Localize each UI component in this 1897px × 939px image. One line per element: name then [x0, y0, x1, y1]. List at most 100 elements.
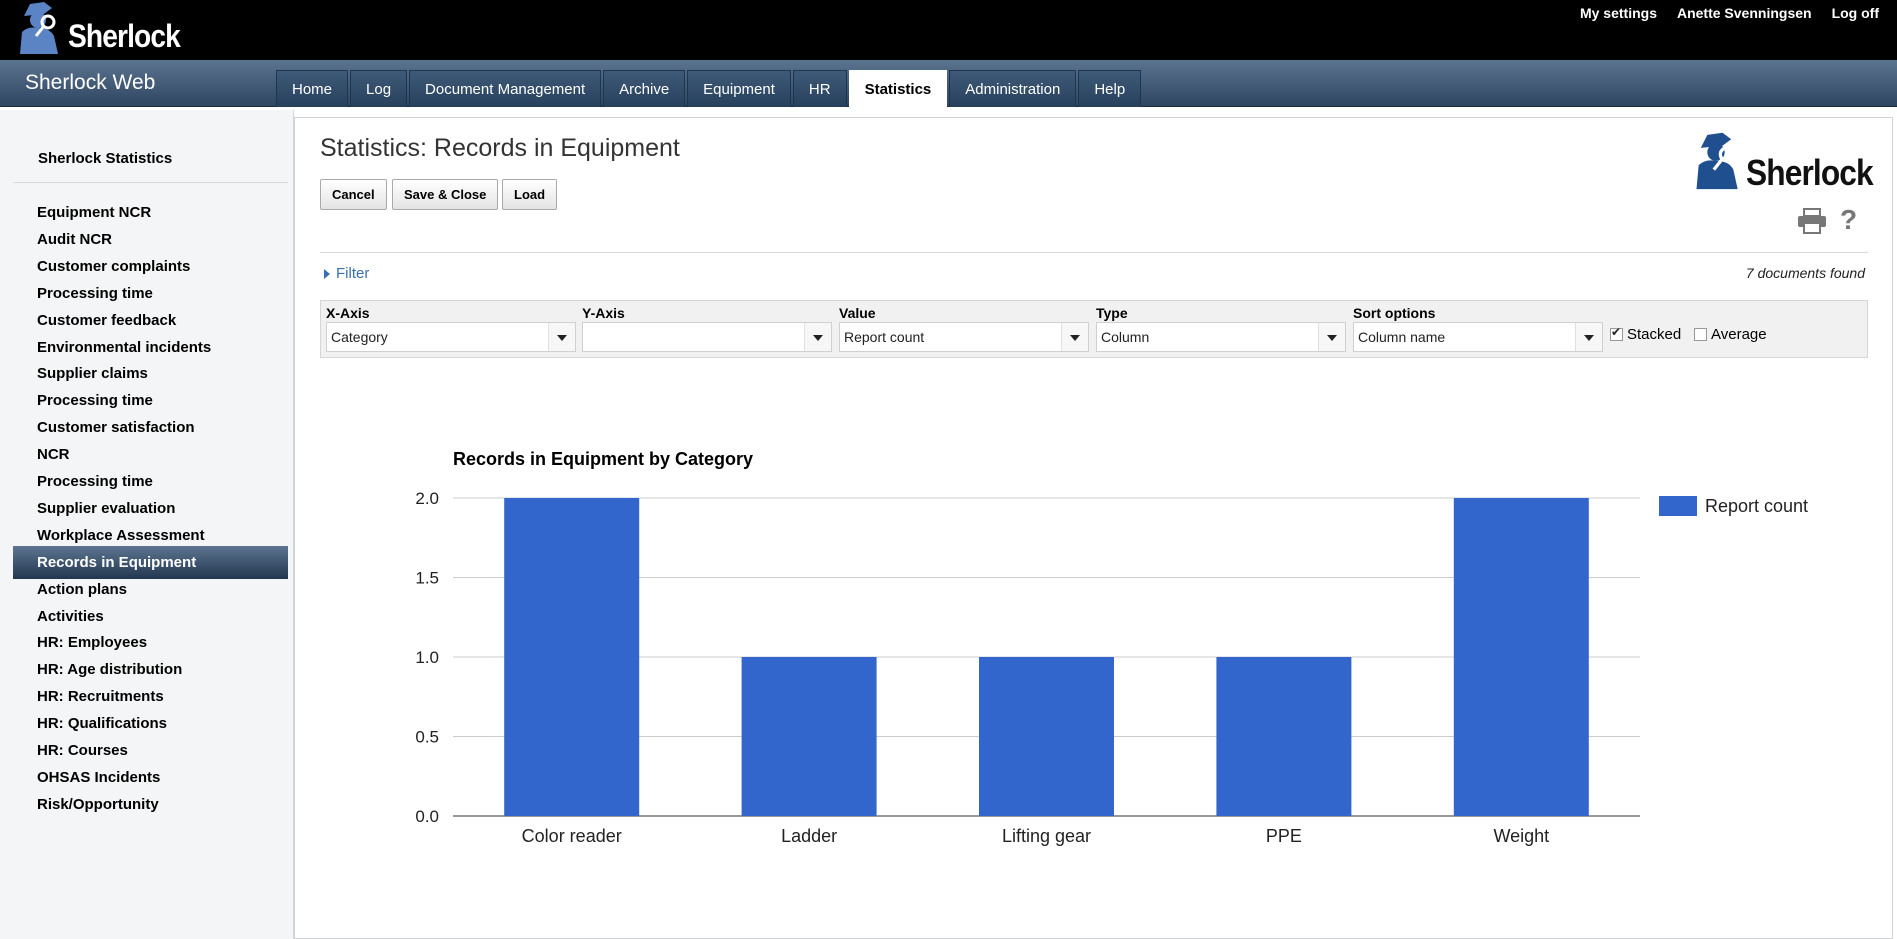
- main-panel: Statistics: Records in Equipment Cancel …: [294, 117, 1893, 939]
- type-value: Column: [1101, 329, 1150, 345]
- x-tick-label: PPE: [1266, 826, 1302, 846]
- brand-logo[interactable]: Sherlock: [14, 2, 184, 58]
- tab-administration[interactable]: Administration: [949, 70, 1077, 107]
- app-title: Sherlock Web: [25, 71, 156, 94]
- sidebar-item-hr-age-distribution[interactable]: HR: Age distribution: [37, 661, 183, 679]
- sort-option: Sort options Column name: [1353, 305, 1603, 352]
- sidebar-divider: [13, 182, 288, 183]
- y-tick-label: 1.0: [415, 648, 439, 667]
- chevron-down-icon[interactable]: [804, 323, 831, 351]
- tab-document-management[interactable]: Document Management: [409, 70, 602, 107]
- sidebar-item-hr-qualifications[interactable]: HR: Qualifications: [37, 715, 168, 733]
- sidebar-item-hr-courses[interactable]: HR: Courses: [37, 742, 128, 759]
- sidebar-item-processing-time[interactable]: Processing time: [37, 284, 153, 302]
- x-tick-label: Lifting gear: [1002, 826, 1091, 846]
- sidebar-item-supplier-claims[interactable]: Supplier claims: [37, 365, 148, 383]
- bar: [979, 657, 1114, 816]
- sidebar-item-hr-recruitments[interactable]: HR: Recruitments: [37, 688, 164, 706]
- nav-tabs: Home Log Document Management Archive Equipme…: [276, 70, 1142, 107]
- sort-select[interactable]: Column name: [1353, 322, 1603, 352]
- tab-log[interactable]: Log: [350, 70, 408, 107]
- y-tick-label: 2.0: [415, 489, 439, 508]
- my-settings-link[interactable]: My settings: [1579, 5, 1657, 21]
- x-axis-label: X-Axis: [326, 305, 370, 321]
- x-tick-label: Weight: [1493, 826, 1549, 846]
- sidebar-item-risk-opportunity[interactable]: Risk/Opportunity: [37, 795, 159, 813]
- sidebar-item-equipment-ncr[interactable]: Equipment NCR: [37, 204, 152, 221]
- sort-value: Column name: [1358, 329, 1446, 345]
- filter-toggle[interactable]: Filter: [324, 265, 369, 282]
- tab-help[interactable]: Help: [1078, 70, 1142, 107]
- stacked-checkbox[interactable]: [1610, 325, 1623, 341]
- top-bar: Sherlock My settings Anette Svenningsen …: [0, 0, 1897, 60]
- save-close-button[interactable]: Save & Close: [392, 179, 499, 210]
- tab-equipment[interactable]: Equipment: [687, 70, 791, 107]
- page-title: Statistics: Records in Equipment: [320, 134, 680, 162]
- value-select[interactable]: Report count: [839, 322, 1089, 352]
- average-checkbox[interactable]: [1694, 328, 1707, 341]
- chevron-down-icon[interactable]: [1575, 323, 1602, 351]
- legend-label: Report count: [1705, 496, 1808, 516]
- type-select[interactable]: Column: [1096, 322, 1346, 352]
- sidebar-item-action-plans[interactable]: Action plans: [37, 580, 128, 598]
- sidebar-item-customer-satisfaction[interactable]: Customer satisfaction: [37, 419, 195, 437]
- chevron-down-icon[interactable]: [1061, 323, 1088, 351]
- sidebar-item-audit-ncr[interactable]: Audit NCR: [37, 230, 112, 248]
- sidebar: Sherlock Statistics Equipment NCR Audit N…: [0, 110, 294, 939]
- divider: [320, 252, 1868, 253]
- chart-options-bar: X-Axis Category Y-Axis Value Report coun…: [320, 300, 1868, 358]
- chart-title: Records in Equipment by Category: [453, 449, 753, 469]
- sidebar-item-workplace-assessment[interactable]: Workplace Assessment: [37, 526, 205, 544]
- value-option: Value Report count: [839, 305, 1089, 352]
- sidebar-item-environmental-incidents[interactable]: Environmental incidents: [37, 338, 212, 356]
- detective-logo-icon: [1696, 132, 1738, 190]
- brand-name: Sherlock: [68, 18, 181, 54]
- y-axis-select[interactable]: [582, 322, 832, 352]
- value-label: Value: [839, 305, 876, 321]
- logo-name: Sherlock: [1746, 152, 1874, 193]
- y-tick-label: 1.5: [415, 569, 439, 588]
- average-label: Average: [1711, 326, 1767, 343]
- load-button[interactable]: Load: [502, 179, 558, 210]
- top-links: My settings Anette Svenningsen Log off: [1580, 5, 1879, 21]
- tab-archive[interactable]: Archive: [603, 70, 686, 107]
- cancel-button[interactable]: Cancel: [320, 179, 387, 210]
- chevron-down-icon[interactable]: [1318, 323, 1345, 351]
- documents-found: 7 documents found: [1745, 265, 1865, 281]
- sidebar-item-ncr[interactable]: NCR: [37, 446, 70, 464]
- bar: [504, 498, 640, 816]
- sidebar-item-hr-employees[interactable]: HR: Employees: [37, 634, 148, 652]
- sidebar-item-processing-time[interactable]: Processing time: [37, 392, 153, 410]
- sidebar-item-customer-feedback[interactable]: Customer feedback: [37, 311, 177, 329]
- average-option: Average: [1694, 326, 1767, 343]
- sidebar-item-activities[interactable]: Activities: [37, 607, 104, 625]
- bar-chart: Records in Equipment by Category 0.0 0.5 1.…: [415, 449, 1808, 846]
- value-value: Report count: [844, 329, 925, 345]
- type-option: Type Column: [1096, 305, 1346, 352]
- sidebar-item-customer-complaints[interactable]: Customer complaints: [37, 257, 191, 275]
- stacked-option: Stacked: [1610, 325, 1682, 343]
- tab-hr[interactable]: HR: [792, 70, 847, 107]
- print-icon[interactable]: [1797, 208, 1827, 234]
- legend-swatch: [1659, 496, 1697, 516]
- help-icon[interactable]: ?: [1840, 204, 1858, 235]
- y-tick-label: 0.0: [415, 807, 439, 826]
- y-axis-option: Y-Axis: [582, 305, 832, 352]
- sidebar-title: Sherlock Statistics: [38, 150, 173, 167]
- filter-label: Filter: [336, 265, 370, 282]
- sidebar-item-records-in-equipment[interactable]: Records in Equipment: [13, 545, 288, 579]
- log-off-link[interactable]: Log off: [1831, 5, 1879, 21]
- x-axis-value: Category: [331, 329, 388, 345]
- tab-statistics[interactable]: Statistics: [848, 70, 948, 107]
- type-label: Type: [1096, 305, 1128, 321]
- tab-home[interactable]: Home: [276, 70, 349, 107]
- stacked-label: Stacked: [1627, 326, 1682, 343]
- x-axis-option: X-Axis Category: [326, 305, 576, 352]
- sidebar-item-processing-time[interactable]: Processing time: [37, 473, 153, 490]
- sherlock-logo: Sherlock: [1690, 132, 1880, 196]
- chevron-down-icon[interactable]: [548, 323, 575, 351]
- sidebar-item-supplier-evaluation[interactable]: Supplier evaluation: [37, 499, 176, 517]
- user-name-link[interactable]: Anette Svenningsen: [1676, 5, 1812, 21]
- sidebar-item-ohsas-incidents[interactable]: OHSAS Incidents: [37, 768, 161, 786]
- x-axis-select[interactable]: Category: [326, 322, 576, 352]
